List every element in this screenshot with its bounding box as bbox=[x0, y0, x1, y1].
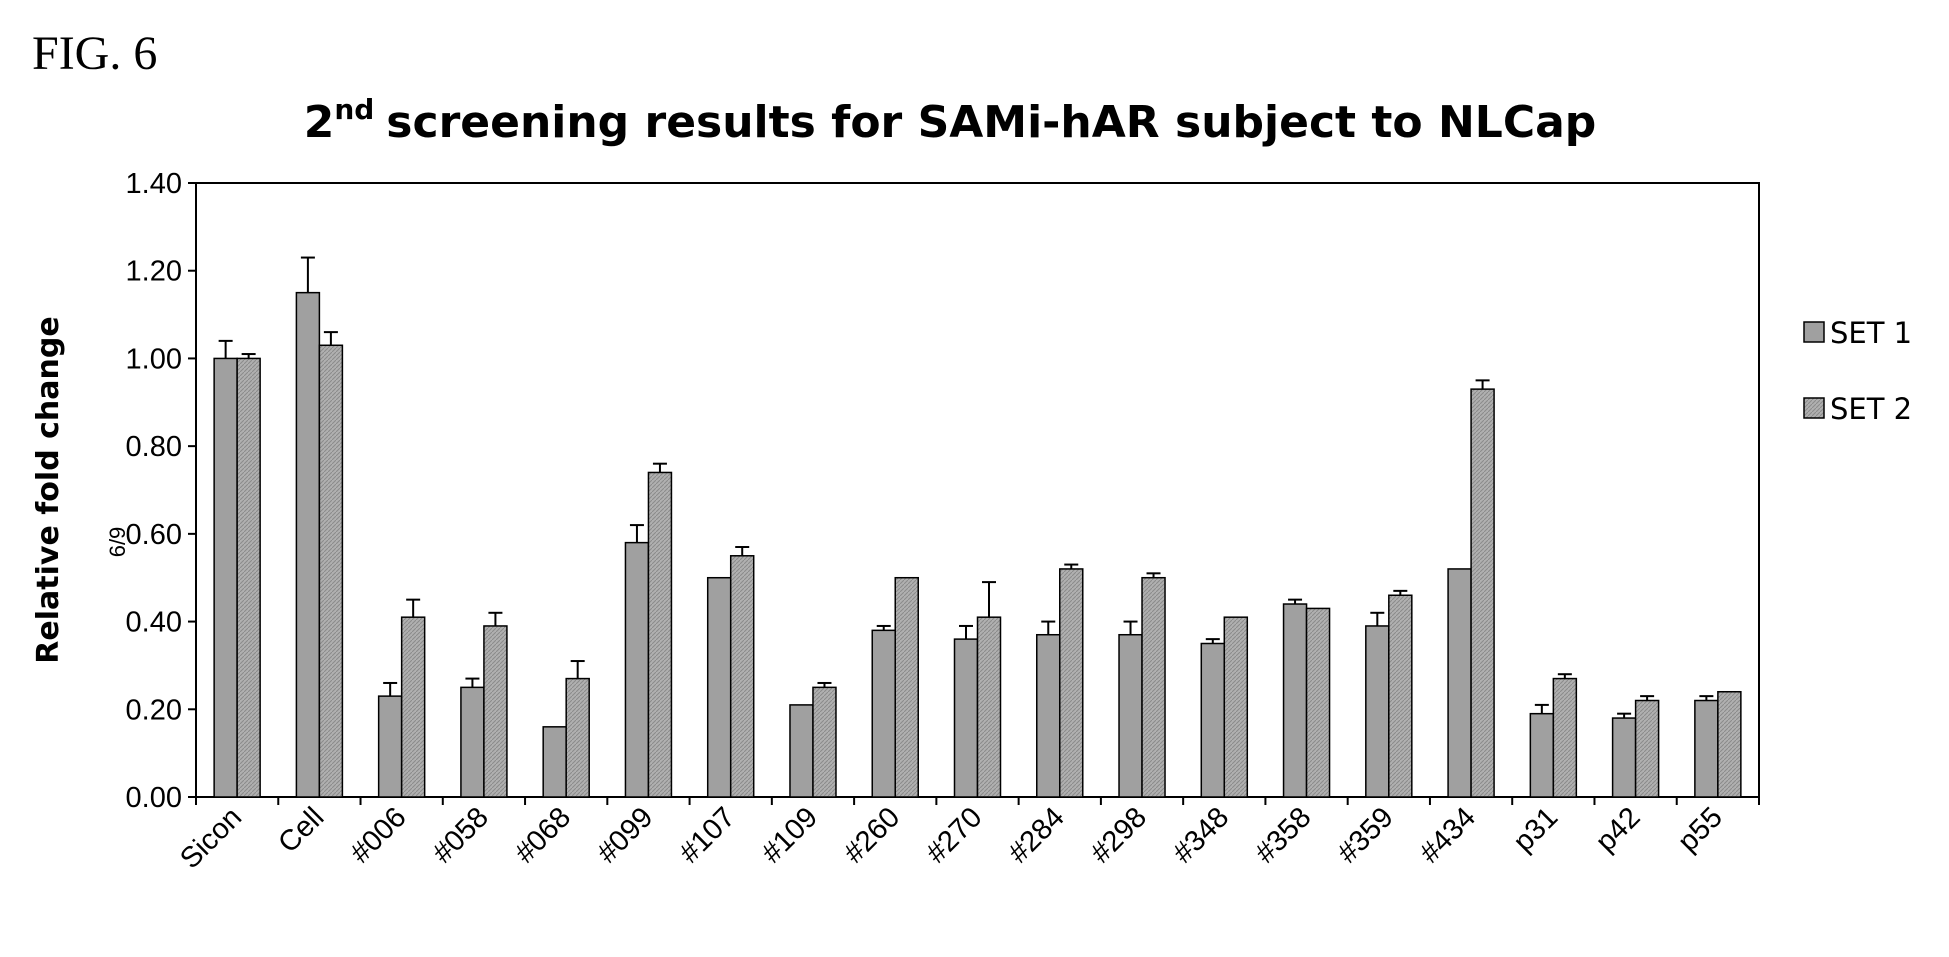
y-axis-label: Relative fold change bbox=[31, 316, 66, 663]
y-tick-label: 0.80 bbox=[126, 431, 182, 463]
x-tick-label: Sicon bbox=[174, 801, 248, 875]
bar-set-1 bbox=[955, 639, 978, 797]
title-superscript: nd bbox=[334, 93, 374, 126]
bar-set-2 bbox=[731, 556, 754, 797]
x-tick-label: #358 bbox=[1249, 801, 1317, 869]
bar-set-2 bbox=[1471, 389, 1494, 797]
bar-set-2 bbox=[1060, 569, 1083, 797]
bar-set-2 bbox=[1718, 692, 1741, 797]
bar-set-1 bbox=[1366, 626, 1389, 797]
y-tick-label: 1.40 bbox=[126, 168, 182, 200]
bar-set-1 bbox=[1037, 635, 1060, 797]
x-axis: Sicon Cell#006#058#068#099#107#109#260#27… bbox=[174, 797, 1759, 875]
x-tick-label: Cell bbox=[272, 801, 330, 859]
x-tick-label: #284 bbox=[1002, 801, 1070, 869]
y-tick-label: 1.20 bbox=[126, 256, 182, 288]
legend-swatch-set-1 bbox=[1804, 322, 1824, 342]
y-tick-label: 1.00 bbox=[126, 343, 182, 375]
x-tick-label: #298 bbox=[1085, 801, 1153, 869]
bar-set-2 bbox=[648, 472, 671, 797]
bar-set-1 bbox=[461, 687, 484, 797]
y-tick-label: 0.00 bbox=[126, 782, 182, 814]
legend-label-set-2: SET 2 bbox=[1830, 392, 1912, 426]
bar-set-1 bbox=[1284, 604, 1307, 797]
bar-set-1 bbox=[1201, 644, 1224, 798]
bar-set-1 bbox=[1119, 635, 1142, 797]
bar-set-1 bbox=[625, 543, 648, 797]
bar-set-2 bbox=[813, 687, 836, 797]
legend-label-set-1: SET 1 bbox=[1830, 316, 1912, 350]
legend: SET 1 SET 2 bbox=[1804, 316, 1912, 426]
x-tick-label: p55 bbox=[1672, 801, 1729, 858]
x-tick-label: p42 bbox=[1590, 801, 1647, 858]
bars-group bbox=[214, 258, 1741, 797]
bar-set-1 bbox=[1448, 569, 1471, 797]
bar-set-1 bbox=[214, 358, 237, 797]
bar-set-2 bbox=[566, 679, 589, 797]
bar-set-2 bbox=[895, 578, 918, 797]
bar-set-2 bbox=[1553, 679, 1576, 797]
bar-set-1 bbox=[790, 705, 813, 797]
y-tick-label: 0.20 bbox=[126, 694, 182, 726]
bar-set-2 bbox=[1142, 578, 1165, 797]
x-tick-label: #068 bbox=[509, 801, 577, 869]
x-tick-label: #260 bbox=[838, 801, 906, 869]
x-tick-label: #348 bbox=[1167, 801, 1235, 869]
x-tick-label: #109 bbox=[756, 801, 824, 869]
x-tick-label: #058 bbox=[427, 801, 495, 869]
x-tick-label: #099 bbox=[591, 801, 659, 869]
bar-set-2 bbox=[402, 617, 425, 797]
bar-set-2 bbox=[237, 358, 260, 797]
bar-set-2 bbox=[1224, 617, 1247, 797]
y-tick-label: 0.60 bbox=[126, 519, 182, 551]
bar-set-1 bbox=[379, 696, 402, 797]
bar-set-1 bbox=[1695, 701, 1718, 797]
bar-set-1 bbox=[296, 293, 319, 797]
bar-set-1 bbox=[543, 727, 566, 797]
x-tick-label: #359 bbox=[1332, 801, 1400, 869]
bar-set-2 bbox=[1389, 595, 1412, 797]
bar-set-2 bbox=[978, 617, 1001, 797]
bar-set-2 bbox=[484, 626, 507, 797]
bar-set-2 bbox=[319, 345, 342, 797]
y-tick-label: 0.40 bbox=[126, 607, 182, 639]
x-tick-label: #270 bbox=[920, 801, 988, 869]
y-axis: 0.00 0.20 0.40 0.60 0.80 1.00 1.20 1.40 bbox=[126, 168, 196, 814]
x-tick-label: #006 bbox=[344, 801, 412, 869]
bar-set-1 bbox=[872, 630, 895, 797]
legend-swatch-set-2 bbox=[1804, 398, 1824, 418]
bar-set-1 bbox=[1613, 718, 1636, 797]
bar-set-2 bbox=[1307, 608, 1330, 797]
title-rest: screening results for SAMi-hAR subject t… bbox=[386, 97, 1596, 148]
bar-set-1 bbox=[708, 578, 731, 797]
x-tick-label: #434 bbox=[1414, 801, 1482, 869]
bar-set-1 bbox=[1530, 714, 1553, 797]
chart-title: 2nd screening results for SAMi-hAR subjec… bbox=[304, 93, 1597, 148]
bar-set-2 bbox=[1636, 701, 1659, 797]
x-tick-label: #107 bbox=[673, 801, 741, 869]
x-tick-label: p31 bbox=[1507, 801, 1564, 858]
title-base: 2 bbox=[304, 97, 335, 148]
